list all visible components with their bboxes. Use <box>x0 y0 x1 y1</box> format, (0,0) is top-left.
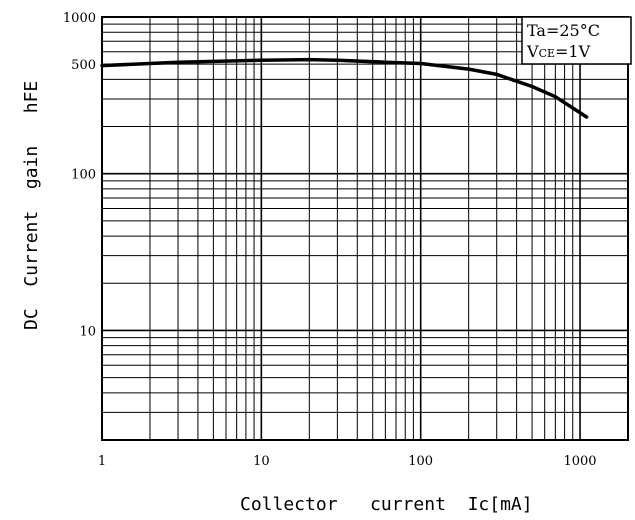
series-line <box>100 57 589 119</box>
x-tick-label: 1 <box>98 454 106 469</box>
x-tick-labels: 1 10 100 1000 <box>98 454 597 469</box>
ta-label: Ta=25°C <box>527 21 600 40</box>
vce-label: VCE=1V <box>526 42 591 61</box>
y-tick-label: 100 <box>71 168 96 183</box>
y-tick-label: 10 <box>79 324 96 339</box>
y-axis-title: DC Current gain hFE <box>21 81 42 330</box>
x-tick-label: 1000 <box>563 454 596 469</box>
grid-lines <box>101 16 629 441</box>
x-axis-title: Collector current Ic[mA] <box>240 494 533 515</box>
x-tick-label: 100 <box>408 454 433 469</box>
plot-frame <box>101 16 629 441</box>
conditions-box: Ta=25°C VCE=1V <box>521 16 632 65</box>
conditions-box-frame <box>521 16 632 65</box>
x-tick-label: 10 <box>253 454 270 469</box>
y-tick-labels: 1000 500 100 10 <box>63 11 96 339</box>
y-tick-label: 1000 <box>63 11 96 26</box>
y-tick-label: 500 <box>71 58 96 73</box>
